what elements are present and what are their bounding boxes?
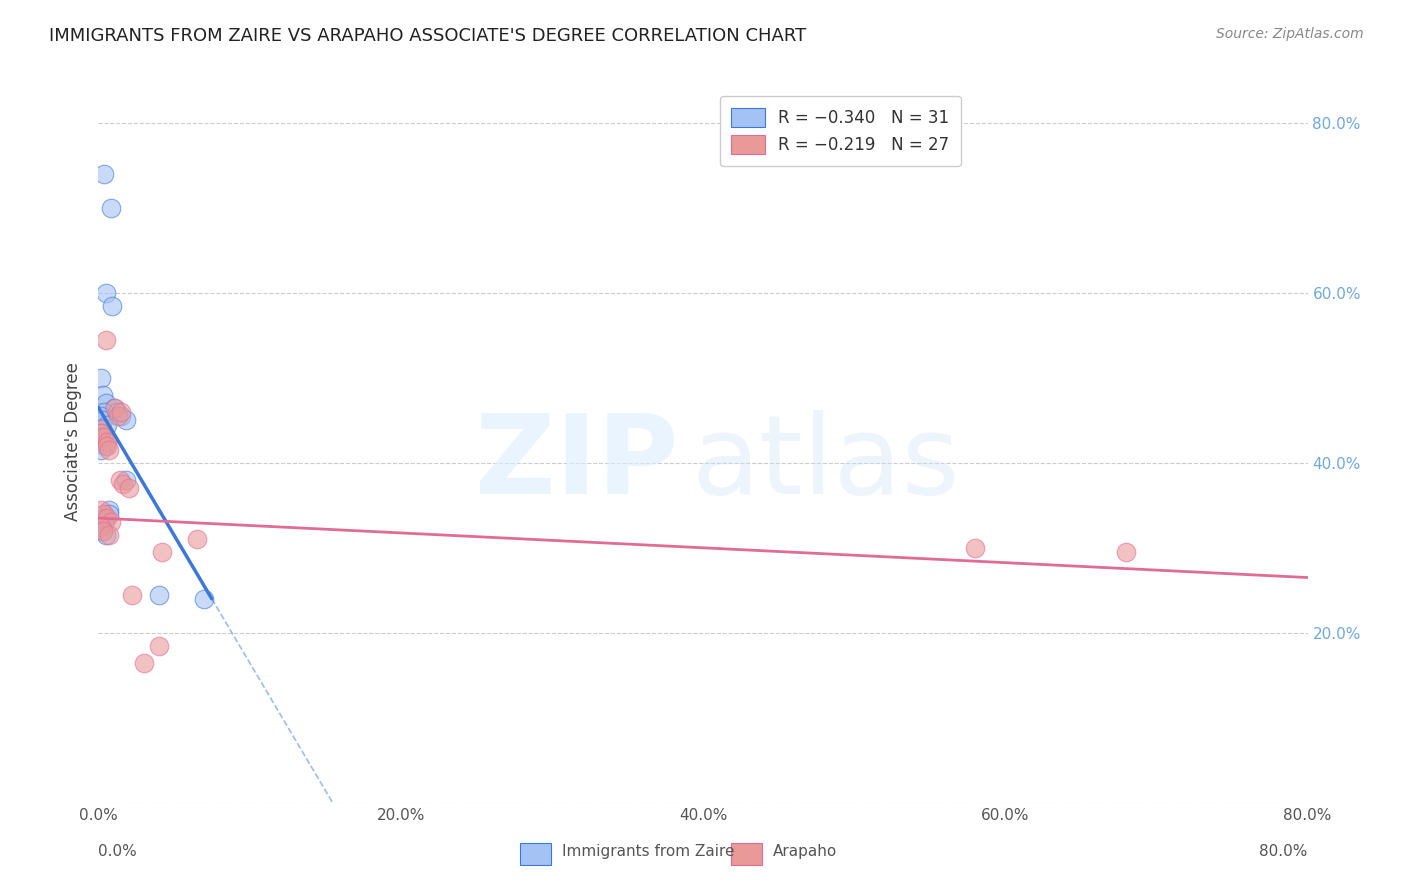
Point [94, 333, 117, 347]
Point [114, 413, 136, 427]
Point [98, 502, 121, 516]
Point [90, 434, 112, 449]
Point [96, 511, 118, 525]
Point [103, 401, 125, 415]
Point [98, 443, 121, 458]
Point [96, 439, 118, 453]
Text: Arapaho: Arapaho [773, 845, 838, 859]
Point [100, 201, 122, 215]
Point [94, 439, 117, 453]
Point [1115, 545, 1137, 559]
Point [148, 639, 170, 653]
Text: atlas: atlas [690, 409, 959, 516]
Point [96, 417, 118, 432]
Point [90, 425, 112, 440]
Point [93, 405, 115, 419]
Point [193, 591, 215, 606]
Y-axis label: Associate's Degree: Associate's Degree [65, 362, 83, 521]
Point [108, 473, 131, 487]
Point [94, 285, 117, 300]
Point [104, 401, 127, 415]
Point [90, 425, 112, 440]
Point [132, 656, 155, 670]
Point [90, 422, 112, 436]
Text: ZIP: ZIP [475, 409, 679, 516]
Point [93, 511, 115, 525]
Point [121, 588, 143, 602]
Text: 80.0%: 80.0% [1260, 845, 1308, 859]
Point [110, 409, 132, 423]
Point [93, 430, 115, 444]
Point [91, 413, 114, 427]
Point [91, 388, 114, 402]
Point [90, 409, 112, 423]
Point [90, 502, 112, 516]
Point [965, 541, 987, 555]
Point [91, 524, 114, 538]
Legend: R = −0.340   N = 31, R = −0.219   N = 27: R = −0.340 N = 31, R = −0.219 N = 27 [720, 95, 960, 166]
Text: 0.0%: 0.0% [98, 845, 138, 859]
Point [93, 167, 115, 181]
Point [91, 430, 114, 444]
Text: Immigrants from Zaire: Immigrants from Zaire [562, 845, 735, 859]
Point [94, 528, 117, 542]
Point [93, 507, 115, 521]
Point [105, 405, 128, 419]
Point [101, 299, 124, 313]
Point [98, 507, 121, 521]
Point [90, 422, 112, 436]
Point [93, 516, 115, 530]
Point [90, 443, 112, 458]
Point [118, 481, 141, 495]
Point [90, 371, 112, 385]
Point [111, 477, 134, 491]
Point [148, 588, 170, 602]
Text: Source: ZipAtlas.com: Source: ZipAtlas.com [1216, 27, 1364, 41]
Point [114, 473, 136, 487]
Point [96, 434, 118, 449]
Point [91, 524, 114, 538]
Point [150, 545, 173, 559]
Point [98, 528, 121, 542]
Point [100, 516, 122, 530]
Point [110, 405, 132, 419]
Point [186, 533, 208, 547]
Point [107, 409, 129, 423]
Point [90, 519, 112, 533]
Point [90, 519, 112, 533]
Point [94, 396, 117, 410]
Text: IMMIGRANTS FROM ZAIRE VS ARAPAHO ASSOCIATE'S DEGREE CORRELATION CHART: IMMIGRANTS FROM ZAIRE VS ARAPAHO ASSOCIA… [49, 27, 807, 45]
